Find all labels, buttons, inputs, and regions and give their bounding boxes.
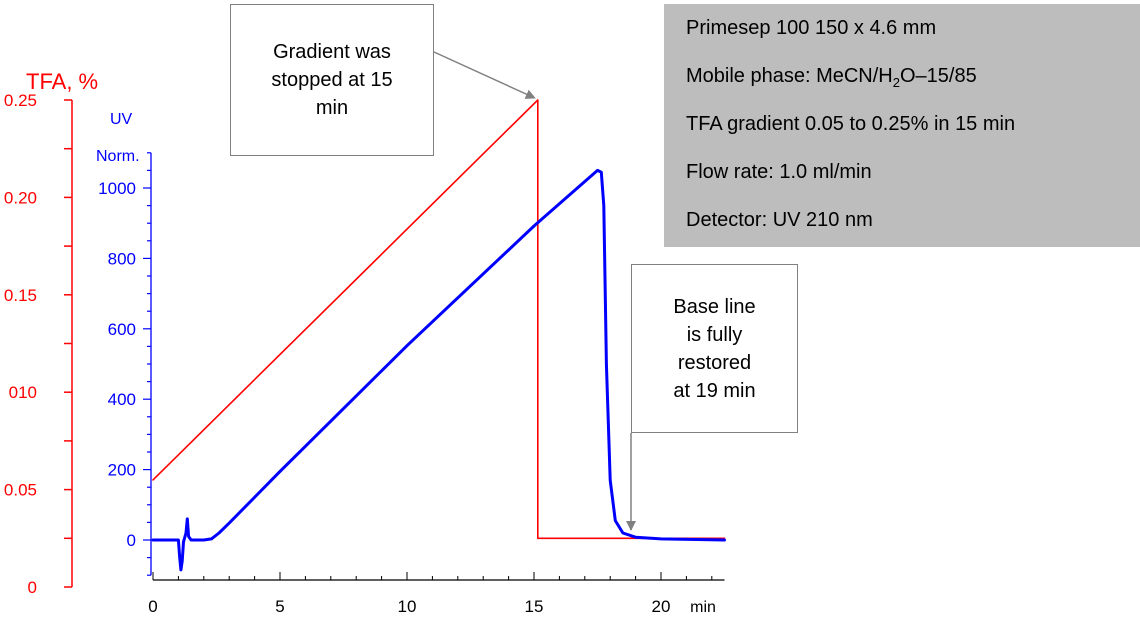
tfa-tick-label: 0.25 — [4, 91, 37, 110]
x-tick-label: 0 — [148, 597, 157, 616]
tfa-tick-label: 0.20 — [4, 188, 37, 207]
x-tick-label: 15 — [525, 597, 544, 616]
info-flow-rate: Flow rate: 1.0 ml/min — [686, 161, 872, 183]
info-tfa-gradient: TFA gradient 0.05 to 0.25% in 15 min — [686, 113, 1016, 135]
uv-tick-label: 200 — [108, 461, 136, 480]
x-tick-label: 10 — [398, 597, 417, 616]
info-column: Primesep 100 150 x 4.6 mm — [686, 17, 937, 39]
tfa-axis-title: TFA, % — [26, 69, 98, 94]
uv-axis-title-line2: Norm. — [96, 148, 140, 165]
x-tick-label: 20 — [652, 597, 671, 616]
uv-axis-title-line1: UV — [110, 111, 133, 128]
uv-tick-label: 0 — [127, 531, 136, 550]
tfa-tick-label: 010 — [9, 383, 37, 402]
conditions-box: Primesep 100 150 x 4.6 mm Mobile phase: … — [664, 4, 1140, 247]
gradient-stop-arrow — [433, 51, 536, 99]
uv-tick-label: 400 — [108, 390, 136, 409]
tfa-tick-label: 0.05 — [4, 481, 37, 500]
x-axis-unit-label: min — [690, 599, 716, 616]
tfa-tick-label: 0.15 — [4, 286, 37, 305]
uv-tick-label: 600 — [108, 320, 136, 339]
baseline-callout: Base line is fully restored at 19 min — [631, 264, 798, 433]
info-mobile-phase: Mobile phase: MeCN/H2O–15/85 — [686, 65, 977, 90]
x-tick-label: 5 — [275, 597, 284, 616]
uv-trace-line — [151, 168, 726, 572]
info-detector: Detector: UV 210 nm — [686, 209, 873, 231]
uv-tick-label: 800 — [108, 249, 136, 268]
uv-tick-label: 1000 — [98, 179, 136, 198]
tfa-tick-label: 0 — [28, 578, 37, 597]
gradient-stop-callout: Gradient was stopped at 15 min — [230, 4, 434, 156]
tfa-gradient-line — [152, 99, 726, 540]
